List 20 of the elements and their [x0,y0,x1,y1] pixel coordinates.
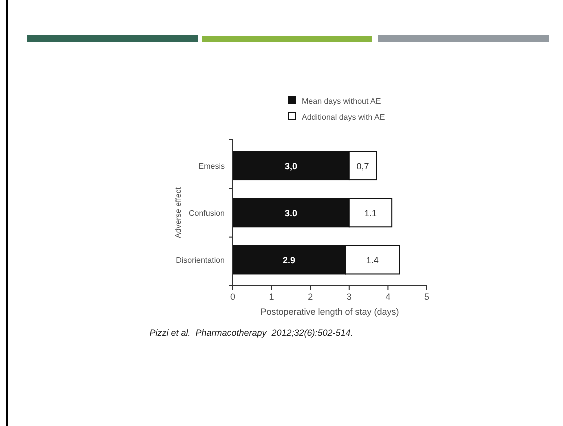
x-tick-label: 0 [230,292,236,302]
data-label: 1.1 [364,208,377,218]
x-tick-label: 5 [424,292,430,302]
legend-label: Additional days with AE [302,113,386,122]
x-tick-label: 4 [386,292,391,302]
legend-label: Mean days without AE [302,97,382,106]
data-label: 3.0 [284,208,298,218]
data-label: 1.4 [366,256,379,266]
data-label: 3,0 [284,161,298,172]
y-axis-title: Adverse effect [174,186,183,238]
x-tick-label: 2 [308,292,314,302]
y-tick-label: Emesis [198,162,225,171]
y-tick-label: Confusion [188,209,225,218]
data-label: 0,7 [356,161,370,172]
text: Pizzi et al. Pharmacotherapy 2012;32(6):502-514. [150,328,354,338]
y-tick-label: Disorientation [176,256,225,266]
x-tick-label: 1 [269,292,274,302]
x-tick-label: 3 [346,292,352,302]
data-label: 2.9 [283,256,296,266]
x-axis-title: Postoperative length of stay (days) [260,307,400,317]
